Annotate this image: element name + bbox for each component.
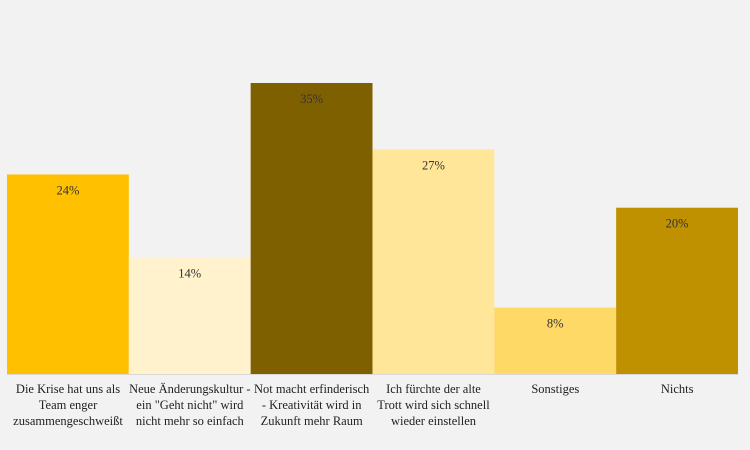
bar-4 bbox=[372, 149, 495, 374]
data-label-1: 24% bbox=[56, 183, 79, 197]
category-label-3: Not macht erfinderisch - Kreativität wir… bbox=[254, 382, 370, 428]
data-label-3: 35% bbox=[300, 92, 323, 106]
data-label-5: 8% bbox=[547, 316, 564, 330]
category-label-1: Die Krise hat uns als Team enger zusamme… bbox=[13, 382, 123, 428]
category-label-2: Neue Änderungskultur - ein "Geht nicht" … bbox=[129, 382, 251, 428]
bar-6 bbox=[616, 207, 738, 374]
data-label-2: 14% bbox=[178, 267, 201, 281]
category-label-5: Sonstiges bbox=[531, 382, 580, 396]
bar-1 bbox=[7, 174, 129, 374]
data-label-4: 27% bbox=[422, 159, 445, 173]
bar-5 bbox=[494, 307, 617, 374]
bar-3 bbox=[250, 83, 373, 374]
bar-2 bbox=[128, 257, 251, 374]
data-label-6: 20% bbox=[666, 217, 689, 231]
category-label-6: Nichts bbox=[660, 382, 694, 396]
category-label-4: Ich fürchte der alte Trott wird sich sch… bbox=[377, 382, 490, 428]
